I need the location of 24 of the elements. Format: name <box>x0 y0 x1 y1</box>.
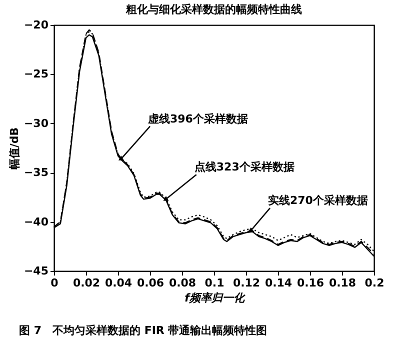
x-tick-label: 0.02 <box>72 276 100 290</box>
y-tick-label: −45 <box>24 264 48 278</box>
caption: 图 7 不均匀采样数据的 FIR 带通输出幅频特性图 <box>19 324 268 337</box>
x-tick-label: 0.14 <box>264 276 292 290</box>
x-tick-label: 0.04 <box>104 276 132 290</box>
x-tick-label: 0.2 <box>364 276 384 290</box>
y-axis-title: 幅值/dB <box>8 127 21 170</box>
annotation: 虚线396个采样数据 <box>147 112 248 126</box>
y-tick-label: −20 <box>24 18 49 32</box>
x-axis-title: f频率归一化 <box>184 292 246 304</box>
y-tick-label: −40 <box>24 215 49 228</box>
annotation: 实线270个采样数据 <box>268 194 368 208</box>
y-tick-label: −35 <box>24 166 48 180</box>
x-tick-label: 0.16 <box>296 276 324 290</box>
x-tick-label: 0.18 <box>328 276 356 290</box>
y-tick-label: −30 <box>24 116 49 130</box>
chart-title: 粗化与细化采样数据的幅频特性曲线 <box>125 3 302 16</box>
x-tick-label: 0 <box>50 276 59 290</box>
y-tick-label: −25 <box>24 68 48 81</box>
x-tick-label: 0.06 <box>136 276 164 290</box>
x-tick-label: 0.12 <box>232 276 260 290</box>
x-tick-label: 0.08 <box>168 276 196 290</box>
x-tick-label: 0.1 <box>204 276 224 290</box>
annotation: 点线323个采样数据 <box>194 160 294 174</box>
